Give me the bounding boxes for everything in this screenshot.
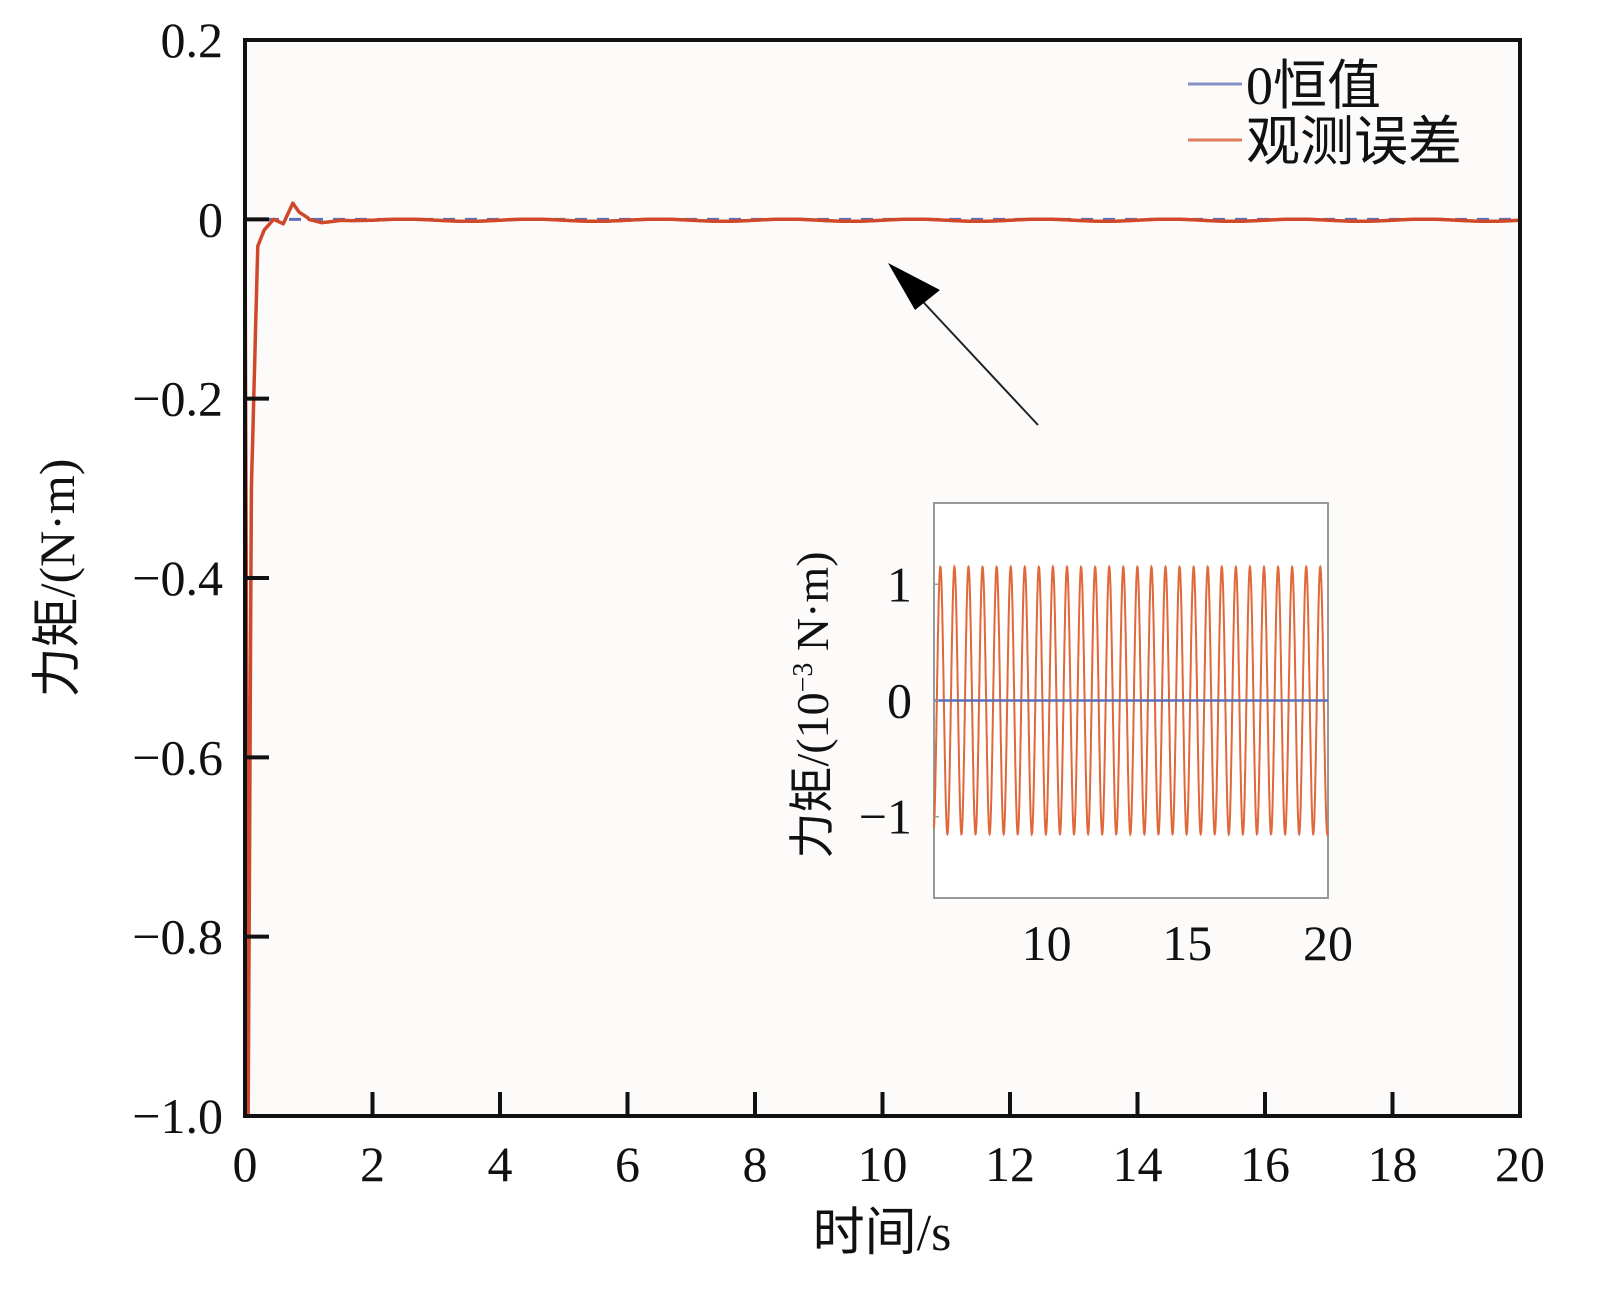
y-axis-label: 力矩/(N·m) — [29, 459, 85, 698]
arrow-shaft — [911, 289, 1039, 426]
inset-y-tick-label: 1 — [887, 556, 912, 612]
y-tick-label: −1.0 — [132, 1088, 223, 1144]
x-tick-label: 2 — [360, 1136, 385, 1192]
y-tick-label: 0.2 — [161, 12, 224, 68]
x-axis-label: 时间/s — [813, 1205, 952, 1262]
x-tick-label: 18 — [1368, 1136, 1418, 1192]
y-tick-label: −0.4 — [132, 550, 223, 606]
x-tick-label: 16 — [1240, 1136, 1290, 1192]
x-tick-label: 6 — [615, 1136, 640, 1192]
inset-x-tick-label: 10 — [1022, 915, 1072, 971]
legend-label-constant: 0恒值 — [1246, 56, 1381, 116]
x-tick-label: 14 — [1113, 1136, 1163, 1192]
inset-y-tick-label: 0 — [887, 673, 912, 729]
y-tick-label: −0.2 — [132, 371, 223, 427]
inset-ylabel-exp: −3 — [788, 663, 819, 693]
legend-label-error: 观测误差 — [1246, 112, 1462, 172]
x-tick-label: 12 — [985, 1136, 1035, 1192]
x-tick-label: 8 — [743, 1136, 768, 1192]
series-error-line — [243, 201, 1521, 1118]
x-tick-label: 10 — [858, 1136, 908, 1192]
y-tick-label: 0 — [198, 191, 223, 247]
arrow-head — [888, 263, 940, 310]
x-tick-label: 4 — [488, 1136, 513, 1192]
x-tick-label: 20 — [1495, 1136, 1545, 1192]
y-tick-label: −0.8 — [132, 909, 223, 965]
inset-y-tick-label: −1 — [859, 789, 912, 845]
inset-x-tick-label: 20 — [1303, 915, 1353, 971]
inset-x-tick-label: 15 — [1162, 915, 1212, 971]
inset-ylabel-main: 力矩/(10 — [787, 692, 838, 858]
y-tick-label: −0.6 — [132, 729, 223, 785]
legend: 0恒值 观测误差 — [1188, 56, 1462, 172]
x-tick-label: 0 — [233, 1136, 258, 1192]
arrow — [888, 263, 1039, 426]
inset-ylabel-unit: N·m) — [787, 551, 838, 662]
inset-y-axis-label: 力矩/(10−3 N·m) — [787, 551, 838, 858]
inset-series-error-line — [933, 564, 1329, 837]
